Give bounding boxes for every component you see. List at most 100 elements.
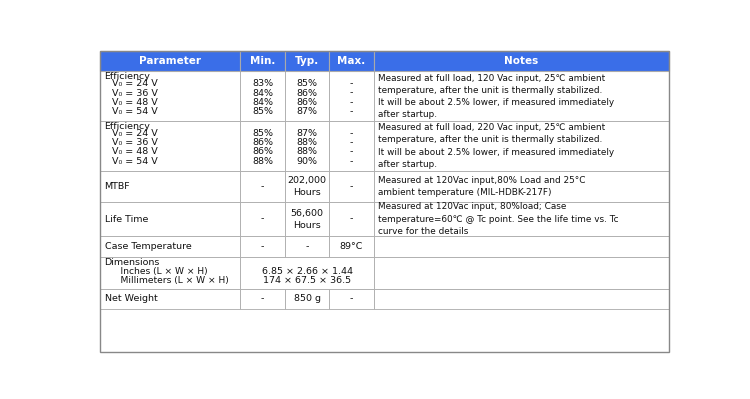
Bar [285, 51, 329, 71]
Bar [100, 171, 241, 202]
Text: Inches (L × W × H): Inches (L × W × H) [110, 267, 208, 276]
Text: -: - [350, 182, 353, 191]
Text: 86%: 86% [252, 147, 273, 156]
Bar [241, 121, 285, 171]
Text: 90%: 90% [296, 157, 317, 166]
Bar [329, 71, 374, 121]
Text: Case Temperature: Case Temperature [104, 242, 191, 251]
Bar [329, 202, 374, 237]
Bar [374, 121, 669, 171]
Text: 87%: 87% [296, 107, 317, 116]
Text: -: - [350, 157, 353, 166]
Text: V₀ = 24 V: V₀ = 24 V [112, 79, 158, 88]
Bar [374, 288, 669, 309]
Bar [285, 121, 329, 171]
Text: Measured at full load, 220 Vac input, 25℃ ambient
temperature, after the unit is: Measured at full load, 220 Vac input, 25… [378, 123, 614, 169]
Text: 84%: 84% [252, 89, 273, 97]
Bar [100, 71, 241, 121]
Text: Notes: Notes [504, 56, 538, 66]
Text: 83%: 83% [252, 79, 273, 88]
Text: Parameter: Parameter [140, 56, 201, 66]
Text: -: - [350, 107, 353, 116]
Text: -: - [261, 215, 264, 223]
Bar [100, 202, 241, 237]
Text: 86%: 86% [296, 98, 317, 107]
Bar [100, 121, 241, 171]
Bar [285, 171, 329, 202]
Text: V₀ = 48 V: V₀ = 48 V [112, 98, 158, 107]
Text: Measured at full load, 120 Vac input, 25℃ ambient
temperature, after the unit is: Measured at full load, 120 Vac input, 25… [378, 73, 614, 119]
Text: -: - [350, 294, 353, 303]
Text: -: - [350, 147, 353, 156]
Text: Measured at 120Vac input, 80%load; Case
temperature=60℃ @ Tc point. See the life: Measured at 120Vac input, 80%load; Case … [378, 202, 619, 236]
Text: 85%: 85% [252, 107, 273, 116]
Bar [374, 237, 669, 257]
Text: 84%: 84% [252, 98, 273, 107]
Text: V₀ = 36 V: V₀ = 36 V [112, 89, 158, 97]
Text: V₀ = 54 V: V₀ = 54 V [112, 157, 158, 166]
Bar [374, 257, 669, 288]
Text: -: - [261, 182, 264, 191]
Text: Life Time: Life Time [104, 215, 148, 223]
Text: 850 g: 850 g [293, 294, 320, 303]
Bar [100, 237, 241, 257]
Text: -: - [350, 138, 353, 147]
Bar [374, 51, 669, 71]
Bar [374, 71, 669, 121]
Text: Dimensions: Dimensions [104, 258, 160, 267]
Bar [329, 171, 374, 202]
Text: 85%: 85% [296, 79, 317, 88]
Bar [241, 171, 285, 202]
Text: Measured at 120Vac input,80% Load and 25°C
ambient temperature (MIL-HDBK-217F): Measured at 120Vac input,80% Load and 25… [378, 176, 586, 197]
Bar [329, 288, 374, 309]
Bar [241, 257, 374, 288]
Bar [285, 202, 329, 237]
Bar [241, 288, 285, 309]
Text: 85%: 85% [252, 129, 273, 138]
Text: Efficiency: Efficiency [104, 122, 151, 130]
Text: V₀ = 48 V: V₀ = 48 V [112, 147, 158, 156]
Text: -: - [350, 215, 353, 223]
Text: Typ.: Typ. [295, 56, 320, 66]
Text: -: - [350, 98, 353, 107]
Bar [241, 202, 285, 237]
Bar [374, 202, 669, 237]
Text: 56,600
Hours: 56,600 Hours [290, 209, 323, 230]
Text: Efficiency: Efficiency [104, 72, 151, 81]
Text: 6.85 × 2.66 × 1.44: 6.85 × 2.66 × 1.44 [262, 267, 352, 276]
Bar [285, 237, 329, 257]
Text: 86%: 86% [296, 89, 317, 97]
Text: MTBF: MTBF [104, 182, 130, 191]
Text: -: - [350, 129, 353, 138]
Bar [285, 288, 329, 309]
Text: -: - [350, 89, 353, 97]
Text: Net Weight: Net Weight [104, 294, 158, 303]
Text: 86%: 86% [252, 138, 273, 147]
Bar [329, 121, 374, 171]
Bar [285, 71, 329, 121]
Bar [100, 51, 241, 71]
Text: -: - [305, 242, 309, 251]
Bar [329, 237, 374, 257]
Text: 174 × 67.5 × 36.5: 174 × 67.5 × 36.5 [263, 277, 351, 285]
Text: -: - [261, 242, 264, 251]
Text: 88%: 88% [296, 147, 317, 156]
Text: -: - [350, 79, 353, 88]
Bar [329, 51, 374, 71]
Bar [100, 257, 241, 288]
Text: Min.: Min. [250, 56, 275, 66]
Bar [241, 51, 285, 71]
Text: V₀ = 36 V: V₀ = 36 V [112, 138, 158, 147]
Bar [374, 171, 669, 202]
Bar [241, 71, 285, 121]
Text: 88%: 88% [296, 138, 317, 147]
Text: Millimeters (L × W × H): Millimeters (L × W × H) [110, 277, 229, 285]
Text: 89°C: 89°C [340, 242, 363, 251]
Text: V₀ = 54 V: V₀ = 54 V [112, 107, 158, 116]
Text: -: - [261, 294, 264, 303]
Text: Max.: Max. [338, 56, 365, 66]
Text: 88%: 88% [252, 157, 273, 166]
Text: 202,000
Hours: 202,000 Hours [287, 176, 326, 197]
Text: V₀ = 24 V: V₀ = 24 V [112, 129, 158, 138]
Bar [241, 237, 285, 257]
